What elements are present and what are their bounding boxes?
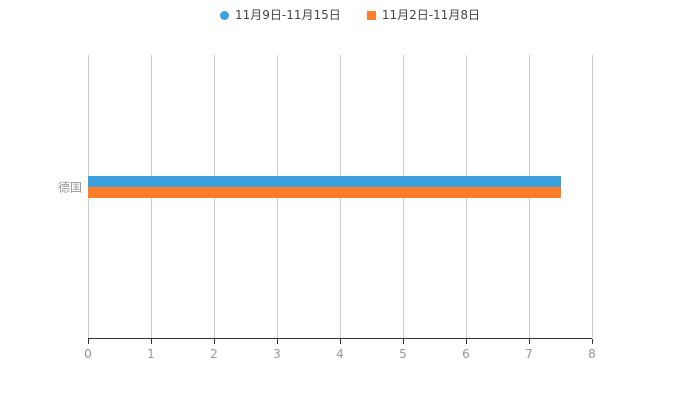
x-axis-tick-label: 3 [273,347,281,361]
axis-tick-mark [214,339,215,344]
x-axis-tick-label: 0 [84,347,92,361]
x-axis-tick-label: 5 [399,347,407,361]
x-axis-tick-label: 7 [525,347,533,361]
x-axis-tick-label: 1 [147,347,155,361]
legend-label: 11月2日-11月8日 [381,8,480,22]
legend-label: 11月9日-11月15日 [235,8,341,22]
axis-tick-mark [529,339,530,344]
axis-tick-mark [403,339,404,344]
legend-marker-square-icon [366,10,376,20]
category-label: 德国 [57,180,82,195]
x-axis-tick-label: 2 [210,347,218,361]
legend-item-nov9-nov15[interactable]: 11月9日-11月15日 [220,8,341,22]
axis-tick-mark [277,339,278,344]
legend-marker-circle-icon [220,10,230,20]
axis-tick-mark [466,339,467,344]
axis-tick-mark [592,339,593,344]
plot-area: 0 1 2 3 4 5 6 7 8 [84,55,596,361]
legend: 11月9日-11月15日 11月2日-11月8日 [0,8,700,22]
gridline [592,55,593,338]
axis-tick-mark [151,339,152,344]
bar-series-0[interactable] [88,176,561,187]
axis-tick-mark [88,339,89,344]
x-axis-tick-label: 8 [588,347,596,361]
x-axis-tick-label: 4 [336,347,344,361]
bar-series-1[interactable] [88,187,561,198]
x-axis-tick-label: 6 [462,347,470,361]
axis-tick-mark [340,339,341,344]
legend-item-nov2-nov8[interactable]: 11月2日-11月8日 [366,8,480,22]
